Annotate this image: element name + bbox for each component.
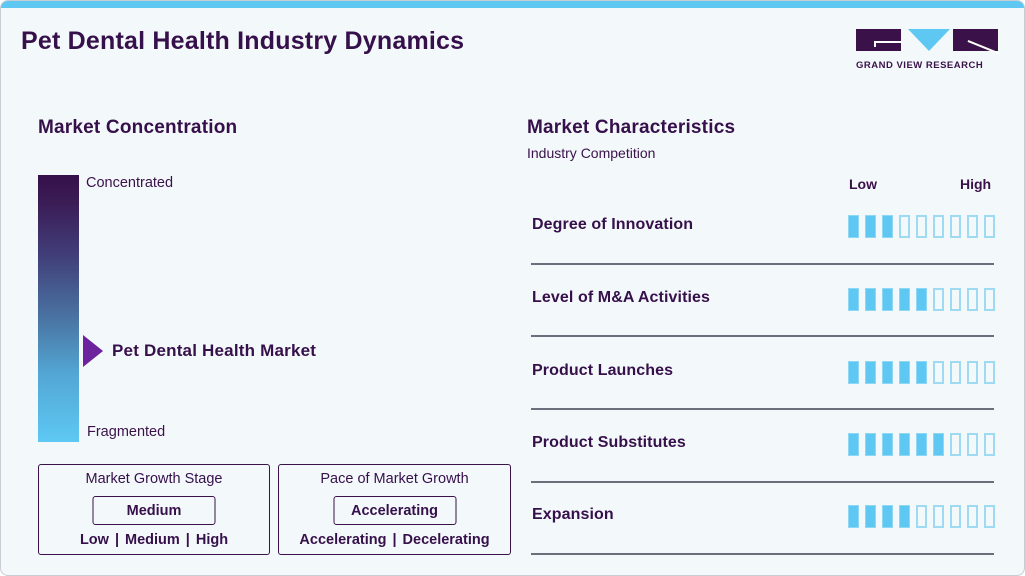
pace-option-accelerating: Accelerating [299,532,387,548]
rating-segment-filled [865,361,876,384]
pace-of-market-growth-box: Pace of Market Growth Accelerating Accel… [278,464,511,555]
rating-segment-filled [848,433,859,456]
market-concentration-title: Market Concentration [38,117,238,138]
rating-segment-filled [933,433,944,456]
pace-options: Accelerating | Decelerating [279,532,510,548]
characteristic-rating [848,361,995,384]
rating-segment-filled [882,505,893,528]
rating-segment-filled [848,215,859,238]
rating-segment-filled [916,288,927,311]
characteristic-rating [848,433,995,456]
rating-segment-filled [882,361,893,384]
rating-segment-empty [950,215,961,238]
logo-r-block [953,29,998,51]
row-divider [531,481,994,483]
growth-option-high: High [195,532,229,548]
growth-option-low: Low [79,532,109,548]
rating-segment-empty [967,215,978,238]
characteristic-label: Degree of Innovation [532,216,694,233]
rating-segment-empty [967,505,978,528]
rating-segment-filled [882,433,893,456]
rating-segment-filled [916,433,927,456]
logo-text: GRAND VIEW RESEARCH [856,60,984,71]
row-divider [531,263,994,265]
rating-segment-empty [984,288,995,311]
characteristic-label: Level of M&A Activities [532,289,711,306]
logo-g-block [856,29,901,51]
rating-segment-filled [882,215,893,238]
rating-segment-filled [848,505,859,528]
pace-title: Pace of Market Growth [320,471,469,487]
rating-segment-filled [899,433,910,456]
pace-option-decelerating: Decelerating [402,532,490,548]
market-characteristics-title: Market Characteristics [527,117,736,138]
rating-segment-empty [950,361,961,384]
rating-segment-empty [933,215,944,238]
rating-segment-empty [950,505,961,528]
characteristic-label: Product Launches [532,362,674,379]
rating-segment-filled [916,361,927,384]
characteristic-rating [848,505,995,528]
market-position-label: Pet Dental Health Market [112,341,317,360]
rating-segment-filled [899,505,910,528]
rating-segment-filled [848,361,859,384]
logo-v-triangle [908,29,950,51]
logo-g-notch [874,41,901,43]
rating-segment-empty [967,433,978,456]
rating-segment-filled [865,433,876,456]
market-growth-stage-box: Market Growth Stage Medium Low | Medium | Hi… [38,464,270,555]
rating-segment-empty [950,433,961,456]
scale-low-label: Low [849,176,877,192]
growth-option-medium: Medium [125,532,180,548]
rating-segment-empty [967,361,978,384]
logo-g-notch-vertical [874,41,876,47]
rating-segment-empty [984,215,995,238]
rating-segment-filled [865,288,876,311]
scale-high-label: High [960,176,992,192]
rating-segment-filled [882,288,893,311]
rating-segment-filled [899,288,910,311]
rating-segment-empty [899,215,910,238]
separator: | [392,532,397,548]
rating-segment-filled [848,288,859,311]
top-accent-strip [1,1,1024,8]
characteristic-label: Expansion [532,506,614,523]
fragmented-label: Fragmented [87,424,166,440]
rating-segment-empty [916,505,927,528]
rating-segment-empty [984,433,995,456]
row-divider [531,408,994,410]
rating-segment-empty [916,215,927,238]
growth-stage-options: Low | Medium | High [39,532,269,548]
separator: | [114,532,119,548]
rating-segment-filled [865,215,876,238]
industry-competition-subtitle: Industry Competition [527,145,656,161]
rating-segment-empty [933,288,944,311]
rating-segment-empty [933,361,944,384]
growth-stage-title: Market Growth Stage [85,471,223,487]
concentrated-label: Concentrated [86,175,174,191]
rating-segment-filled [865,505,876,528]
concentration-gradient-bar [38,175,79,442]
rating-segment-empty [967,288,978,311]
rating-segment-empty [984,505,995,528]
row-divider [531,335,994,337]
page-title: Pet Dental Health Industry Dynamics [21,27,465,55]
characteristic-rating [848,215,995,238]
row-divider [531,553,994,555]
rating-segment-filled [899,361,910,384]
growth-stage-value: Medium [92,496,216,525]
rating-segment-empty [933,505,944,528]
rating-segment-empty [950,288,961,311]
grand-view-research-logo: GRAND VIEW RESEARCH [856,28,1000,72]
characteristic-label: Product Substitutes [532,434,686,451]
rating-segment-empty [984,361,995,384]
separator: | [185,532,190,548]
market-position-marker-icon [83,335,103,367]
characteristic-rating [848,288,995,311]
pace-value: Accelerating [333,496,456,525]
